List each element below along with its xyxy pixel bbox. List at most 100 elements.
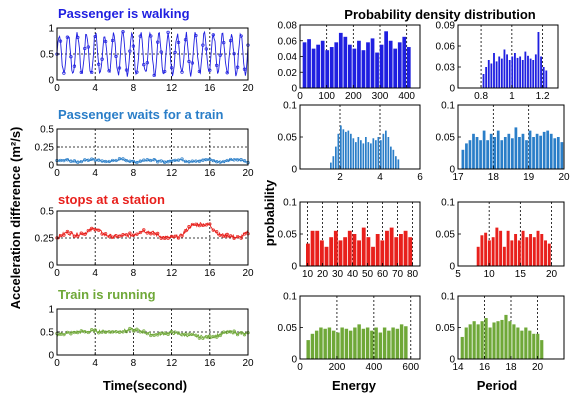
panel-ts-stop: stops at a station 0 4 8 12 16 20 0 0.25 0.5 (35, 192, 254, 279)
histogram-bar (491, 237, 495, 266)
data-point (173, 234, 177, 238)
histogram-bar (402, 36, 407, 88)
histogram-bar (506, 230, 510, 266)
data-point (173, 50, 177, 55)
data-point (124, 233, 129, 237)
data-point (62, 233, 66, 237)
histogram-bar (406, 47, 411, 88)
data-point (83, 330, 87, 334)
x-tick-label: 80 (407, 269, 419, 280)
data-point (114, 54, 118, 59)
data-point (208, 68, 212, 72)
histogram-bar (353, 327, 357, 359)
histogram-bar (537, 32, 540, 88)
panel-e-wait: 2 4 6 0 0.05 0.1 (278, 101, 424, 184)
histogram-bar (375, 234, 380, 266)
histogram-bar (508, 321, 512, 359)
histogram-bar (532, 137, 535, 169)
x-tick-label: 20 (558, 172, 570, 183)
histogram-bar (361, 227, 366, 266)
data-point (76, 35, 80, 40)
histogram-bar (352, 234, 357, 266)
x-tick-label: 0 (297, 362, 303, 373)
histogram-bar (387, 137, 390, 169)
histogram-bar (336, 332, 340, 359)
data-point (128, 49, 132, 53)
y-tick-label: 1 (48, 24, 54, 35)
histogram-bar (529, 58, 532, 88)
histogram-bar (532, 333, 536, 359)
data-point (131, 233, 136, 237)
data-point (190, 61, 195, 65)
data-point (121, 30, 125, 34)
data-point (183, 229, 188, 233)
x-tick-label: 400 (398, 91, 415, 102)
panel-p-stop: 5 10 15 20 0 0.05 0.1 (436, 198, 565, 280)
histogram-bar (366, 42, 370, 88)
data-point (166, 30, 170, 35)
histogram-bar (511, 56, 514, 88)
histogram-bar (484, 318, 488, 359)
histogram-bar (342, 129, 345, 169)
data-point (145, 331, 149, 336)
data-point (93, 228, 97, 232)
y-tick-label: 0.1 (283, 101, 297, 112)
data-point (228, 234, 233, 238)
data-point (194, 159, 198, 163)
x-tick-label: 12 (166, 83, 178, 94)
y-tick-label: 0 (449, 165, 455, 176)
y-tick-label: 0 (291, 84, 297, 95)
histogram-bar (345, 131, 347, 169)
data-point (194, 222, 198, 226)
data-point (79, 159, 83, 164)
grid-lines (57, 211, 248, 265)
data-point (187, 332, 191, 336)
histogram-bar (547, 243, 551, 266)
data-point (79, 70, 83, 75)
histogram-bar (306, 340, 310, 359)
y-tick-label: 0.5 (40, 328, 54, 339)
panel-ts-wait: Passenger waits for a train 0 4 8 12 16 20 0 0.2… (35, 107, 254, 179)
histogram-bar (517, 240, 521, 266)
data-point (142, 329, 146, 333)
data-point (121, 233, 125, 237)
histogram-bar (403, 230, 408, 266)
histogram-bar (344, 328, 349, 359)
histogram-bar (490, 63, 493, 88)
x-tick-label: 20 (242, 358, 254, 369)
data-point (156, 40, 160, 44)
histogram-bar (492, 322, 496, 359)
x-tick-label: 16 (204, 83, 216, 94)
data-point (103, 159, 108, 164)
data-point (69, 159, 73, 163)
x-tick-label: 0 (54, 168, 60, 179)
histogram-bar (516, 57, 519, 88)
data-point (215, 160, 219, 164)
histogram-bar (374, 327, 378, 359)
data-point (163, 331, 167, 335)
data-point (176, 236, 181, 240)
histogram-bar (495, 61, 498, 88)
panel-title: Train is running (58, 287, 156, 302)
data-point (239, 331, 243, 335)
data-point (232, 236, 236, 240)
histogram-bar (404, 326, 408, 359)
data-point (97, 331, 101, 335)
histogram-bar (529, 234, 533, 266)
x-tick-label: 5 (455, 269, 461, 280)
x-tick-label: 0.8 (474, 91, 488, 102)
histogram-bar (338, 32, 343, 88)
x-tick-label: 4 (92, 268, 98, 279)
histogram-bar (525, 140, 528, 169)
histogram-bar (487, 240, 491, 266)
histogram-bar (514, 234, 518, 266)
data-point (163, 236, 167, 241)
histogram-bar (357, 40, 361, 88)
histogram-bar (343, 36, 348, 88)
histogram-bar (525, 237, 529, 266)
data-point (242, 232, 247, 236)
histogram-bar (378, 332, 383, 359)
data-point (194, 33, 198, 38)
data-point (235, 158, 240, 162)
data-point (242, 159, 247, 163)
